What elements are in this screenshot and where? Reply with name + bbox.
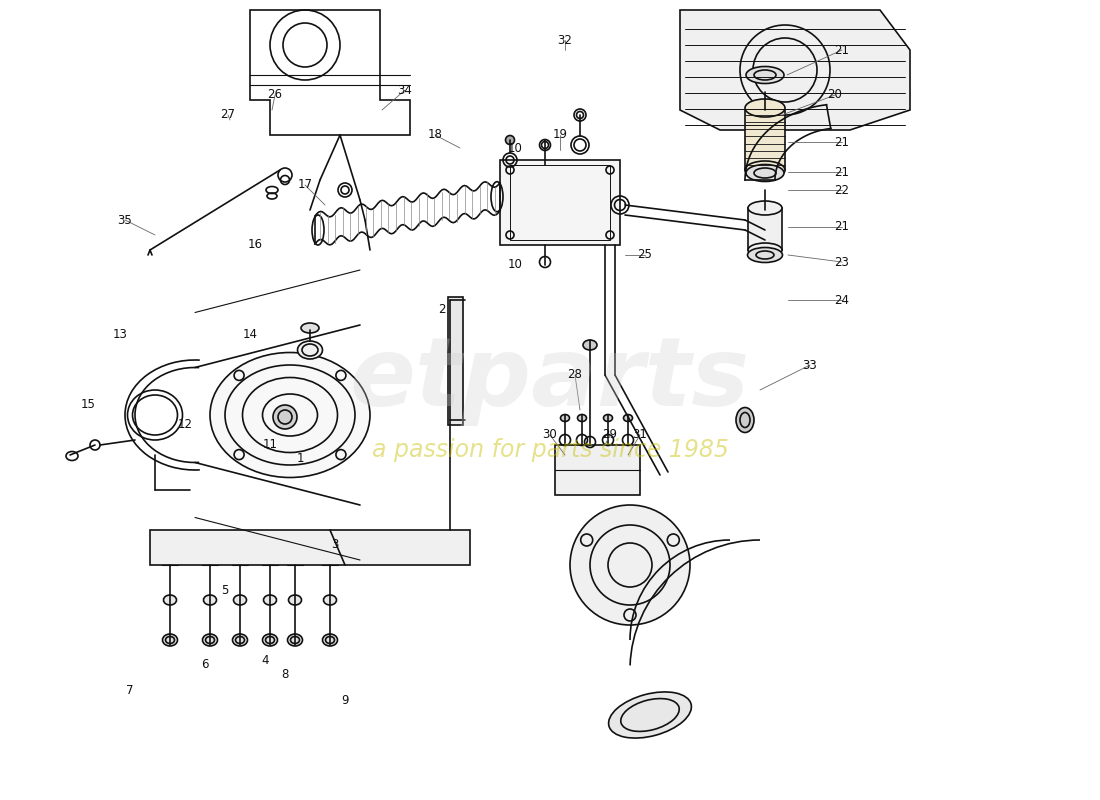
Text: 15: 15 xyxy=(80,398,96,411)
Ellipse shape xyxy=(233,595,246,605)
Text: 31: 31 xyxy=(632,429,648,442)
Text: 14: 14 xyxy=(242,329,257,342)
Text: 12: 12 xyxy=(177,418,192,431)
Ellipse shape xyxy=(604,414,613,422)
Text: 26: 26 xyxy=(267,89,283,102)
Text: etparts: etparts xyxy=(350,334,750,426)
Ellipse shape xyxy=(287,634,303,646)
Text: 20: 20 xyxy=(827,89,843,102)
Bar xyxy=(448,297,463,425)
Text: 6: 6 xyxy=(201,658,209,671)
Ellipse shape xyxy=(164,595,176,605)
Bar xyxy=(556,445,640,495)
Text: 11: 11 xyxy=(263,438,277,451)
Ellipse shape xyxy=(746,165,784,182)
Bar xyxy=(500,160,620,245)
Ellipse shape xyxy=(583,340,597,350)
Text: 22: 22 xyxy=(835,183,849,197)
Circle shape xyxy=(273,405,297,429)
Text: 23: 23 xyxy=(835,255,849,269)
Ellipse shape xyxy=(745,161,785,179)
Text: 13: 13 xyxy=(112,329,128,342)
Bar xyxy=(745,110,785,170)
Text: 27: 27 xyxy=(220,109,235,122)
Text: 25: 25 xyxy=(638,249,652,262)
Ellipse shape xyxy=(578,414,586,422)
Ellipse shape xyxy=(202,634,218,646)
Text: a passion for parts since 1985: a passion for parts since 1985 xyxy=(372,438,728,462)
Text: 24: 24 xyxy=(835,294,849,306)
Text: 34: 34 xyxy=(397,83,412,97)
Ellipse shape xyxy=(210,353,370,478)
Ellipse shape xyxy=(297,341,322,359)
Ellipse shape xyxy=(323,595,337,605)
Bar xyxy=(150,530,470,565)
Ellipse shape xyxy=(746,66,784,83)
Ellipse shape xyxy=(288,595,301,605)
Text: 35: 35 xyxy=(118,214,132,226)
Text: 10: 10 xyxy=(507,142,522,154)
Text: 17: 17 xyxy=(297,178,312,191)
Ellipse shape xyxy=(163,634,177,646)
Text: 18: 18 xyxy=(428,129,442,142)
Ellipse shape xyxy=(264,595,276,605)
Ellipse shape xyxy=(608,692,692,738)
Circle shape xyxy=(506,135,515,145)
Ellipse shape xyxy=(624,414,632,422)
Text: 21: 21 xyxy=(835,166,849,178)
Text: 32: 32 xyxy=(558,34,572,46)
Ellipse shape xyxy=(748,247,782,262)
Ellipse shape xyxy=(301,323,319,333)
Ellipse shape xyxy=(204,595,217,605)
Text: 1: 1 xyxy=(296,451,304,465)
Bar xyxy=(510,165,610,240)
Text: 29: 29 xyxy=(603,429,617,442)
Ellipse shape xyxy=(745,99,785,117)
Ellipse shape xyxy=(736,407,754,433)
Circle shape xyxy=(570,505,690,625)
Text: 9: 9 xyxy=(341,694,349,706)
Text: 21: 21 xyxy=(835,221,849,234)
Text: 3: 3 xyxy=(331,538,339,551)
Text: 5: 5 xyxy=(221,583,229,597)
Ellipse shape xyxy=(748,243,782,257)
Ellipse shape xyxy=(748,201,782,215)
Polygon shape xyxy=(680,10,910,130)
Ellipse shape xyxy=(263,634,277,646)
Text: 21: 21 xyxy=(835,43,849,57)
Text: 16: 16 xyxy=(248,238,263,251)
Text: 30: 30 xyxy=(542,429,558,442)
Text: 2: 2 xyxy=(438,303,446,317)
Bar xyxy=(748,208,782,250)
Text: 4: 4 xyxy=(262,654,268,666)
Text: 28: 28 xyxy=(568,369,582,382)
Text: 19: 19 xyxy=(552,129,568,142)
Text: 33: 33 xyxy=(803,358,817,371)
Ellipse shape xyxy=(322,634,338,646)
Ellipse shape xyxy=(561,414,570,422)
Text: 7: 7 xyxy=(126,683,134,697)
Text: 10: 10 xyxy=(507,258,522,271)
Ellipse shape xyxy=(232,634,248,646)
Text: 21: 21 xyxy=(835,135,849,149)
Text: 8: 8 xyxy=(282,669,288,682)
